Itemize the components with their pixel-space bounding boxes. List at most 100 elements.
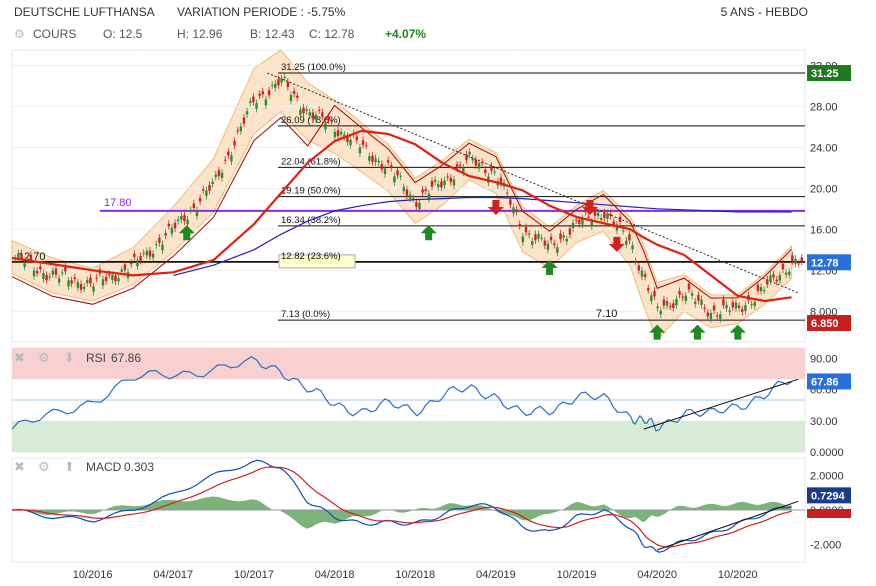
candle-body bbox=[86, 280, 89, 284]
legend-open: O: 12.5 bbox=[103, 27, 143, 41]
x-axis-tick-3: 04/2018 bbox=[315, 569, 355, 581]
candle-body bbox=[571, 223, 575, 229]
candle-body bbox=[590, 221, 594, 227]
svg-text:⚙: ⚙ bbox=[14, 27, 25, 41]
x-axis-tick-1: 04/2017 bbox=[153, 569, 193, 581]
candle-body bbox=[92, 286, 95, 292]
macd-close-icon[interactable]: ✖ bbox=[14, 459, 25, 474]
rsi-gear-icon[interactable]: ⚙ bbox=[38, 350, 50, 365]
candle-body bbox=[546, 243, 550, 250]
fib-label-6: 7.13 (0.0%) bbox=[281, 309, 330, 320]
candle-body bbox=[314, 114, 318, 120]
candle-body bbox=[32, 270, 36, 277]
macd-move-up-icon[interactable]: ⬆ bbox=[64, 459, 75, 474]
candle-body bbox=[280, 78, 283, 83]
candle-body bbox=[647, 288, 650, 291]
candle-body bbox=[471, 158, 474, 161]
candle-body bbox=[192, 203, 196, 209]
buy-signal-arrow bbox=[541, 260, 558, 276]
candle-body bbox=[766, 279, 769, 285]
candle-body bbox=[490, 166, 493, 171]
candle-body bbox=[744, 305, 747, 312]
candle-body bbox=[543, 240, 547, 246]
legend-low: B: 12.43 bbox=[250, 27, 295, 41]
candle-body bbox=[694, 301, 697, 305]
candle-body bbox=[465, 154, 468, 161]
candle-body bbox=[606, 213, 609, 219]
candle-body bbox=[330, 120, 333, 122]
candle-body bbox=[596, 212, 600, 216]
buy-signal-arrow bbox=[420, 225, 437, 241]
buy-signal-arrow bbox=[178, 225, 195, 241]
candle-body bbox=[264, 99, 268, 106]
svg-text:⬇: ⬇ bbox=[64, 350, 75, 365]
candle-body bbox=[249, 101, 252, 104]
candle-body bbox=[512, 207, 515, 214]
candle-body bbox=[239, 126, 243, 132]
macd-gear-icon[interactable]: ⚙ bbox=[38, 459, 50, 474]
candle-body bbox=[195, 209, 199, 217]
candle-body bbox=[89, 277, 92, 284]
candle-body bbox=[142, 252, 145, 254]
candle-body bbox=[364, 145, 368, 147]
candle-body bbox=[255, 103, 258, 109]
candle-body bbox=[114, 275, 117, 282]
candle-body bbox=[534, 234, 537, 241]
svg-text:⬆: ⬆ bbox=[64, 459, 75, 474]
candle-body bbox=[418, 202, 421, 209]
macd-signal-badge: 0.7294 bbox=[811, 490, 846, 502]
rsi-close-icon[interactable]: ✖ bbox=[14, 350, 25, 365]
candle-body bbox=[305, 109, 308, 111]
candle-body bbox=[167, 223, 170, 227]
x-axis-tick-6: 10/2019 bbox=[557, 569, 597, 581]
candle-body bbox=[712, 305, 716, 311]
candle-body bbox=[778, 275, 782, 281]
rsi-move-down-icon[interactable]: ⬇ bbox=[64, 350, 75, 365]
candle-body bbox=[477, 162, 481, 169]
candle-body bbox=[317, 109, 321, 111]
candle-body bbox=[574, 219, 578, 221]
candle-body bbox=[111, 274, 114, 281]
timeframe-text[interactable]: 5 ANS - HEBDO bbox=[721, 5, 808, 19]
candle-body bbox=[612, 221, 615, 225]
candle-body bbox=[208, 184, 211, 191]
candle-body bbox=[540, 237, 543, 239]
candle-body bbox=[618, 216, 622, 222]
fib-label-0: 31.25 (100.0%) bbox=[281, 62, 346, 73]
candle-body bbox=[753, 301, 756, 306]
candle-body bbox=[361, 140, 365, 145]
candle-body bbox=[202, 189, 205, 191]
candle-body bbox=[54, 268, 58, 275]
candle-body bbox=[756, 284, 760, 291]
bottom-price-badge: 6.850 bbox=[811, 318, 839, 330]
macd-trendline bbox=[656, 500, 799, 551]
candle-body bbox=[549, 236, 553, 241]
instrument-title: DEUTSCHE LUFTHANSA bbox=[14, 5, 155, 19]
price-axis-tick-4: 16.00 bbox=[810, 224, 838, 236]
fib-label-1: 26.09 (78.6%) bbox=[281, 115, 341, 126]
candle-body bbox=[700, 299, 703, 305]
candle-body bbox=[51, 270, 55, 275]
candle-body bbox=[164, 232, 167, 236]
candle-body bbox=[230, 155, 233, 162]
candle-body bbox=[446, 176, 449, 178]
candle-body bbox=[274, 83, 277, 88]
candle-body bbox=[393, 176, 396, 183]
candle-body bbox=[123, 264, 127, 271]
candle-body bbox=[797, 263, 800, 265]
mm40-line bbox=[11, 129, 792, 303]
candle-body bbox=[35, 270, 39, 274]
candle-body bbox=[480, 161, 484, 164]
candle-body bbox=[214, 174, 217, 178]
candle-body bbox=[515, 209, 518, 212]
bollinger-band bbox=[11, 49, 793, 341]
x-axis-tick-7: 04/2020 bbox=[637, 569, 677, 581]
buy-signal-arrow bbox=[729, 324, 746, 340]
candle-body bbox=[759, 287, 763, 292]
resistance-label-1780: 17.80 bbox=[104, 197, 132, 209]
rsi-label: RSI bbox=[86, 351, 106, 365]
candle-body bbox=[227, 151, 230, 156]
candle-body bbox=[800, 257, 803, 262]
candle-body bbox=[427, 193, 431, 200]
gear-icon[interactable]: ⚙ bbox=[14, 27, 25, 41]
